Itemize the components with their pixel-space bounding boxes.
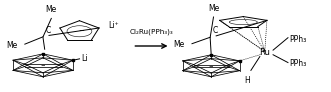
Text: C: C [46,26,51,35]
Text: PPh₃: PPh₃ [290,59,307,68]
Text: −: − [41,63,45,68]
Text: H: H [245,76,251,85]
Text: Me: Me [173,40,184,49]
Text: Me: Me [46,5,57,14]
Text: Li: Li [81,54,88,63]
Text: C: C [213,26,218,35]
Text: Cl₂Ru(PPh₃)₃: Cl₂Ru(PPh₃)₃ [129,28,173,35]
Text: −: − [209,63,213,68]
Text: PPh₃: PPh₃ [290,35,307,44]
Text: Li⁺: Li⁺ [108,21,119,30]
Text: Me: Me [6,41,17,50]
Text: −: − [78,28,84,34]
Text: Ru: Ru [260,48,270,57]
Text: Me: Me [208,4,219,13]
